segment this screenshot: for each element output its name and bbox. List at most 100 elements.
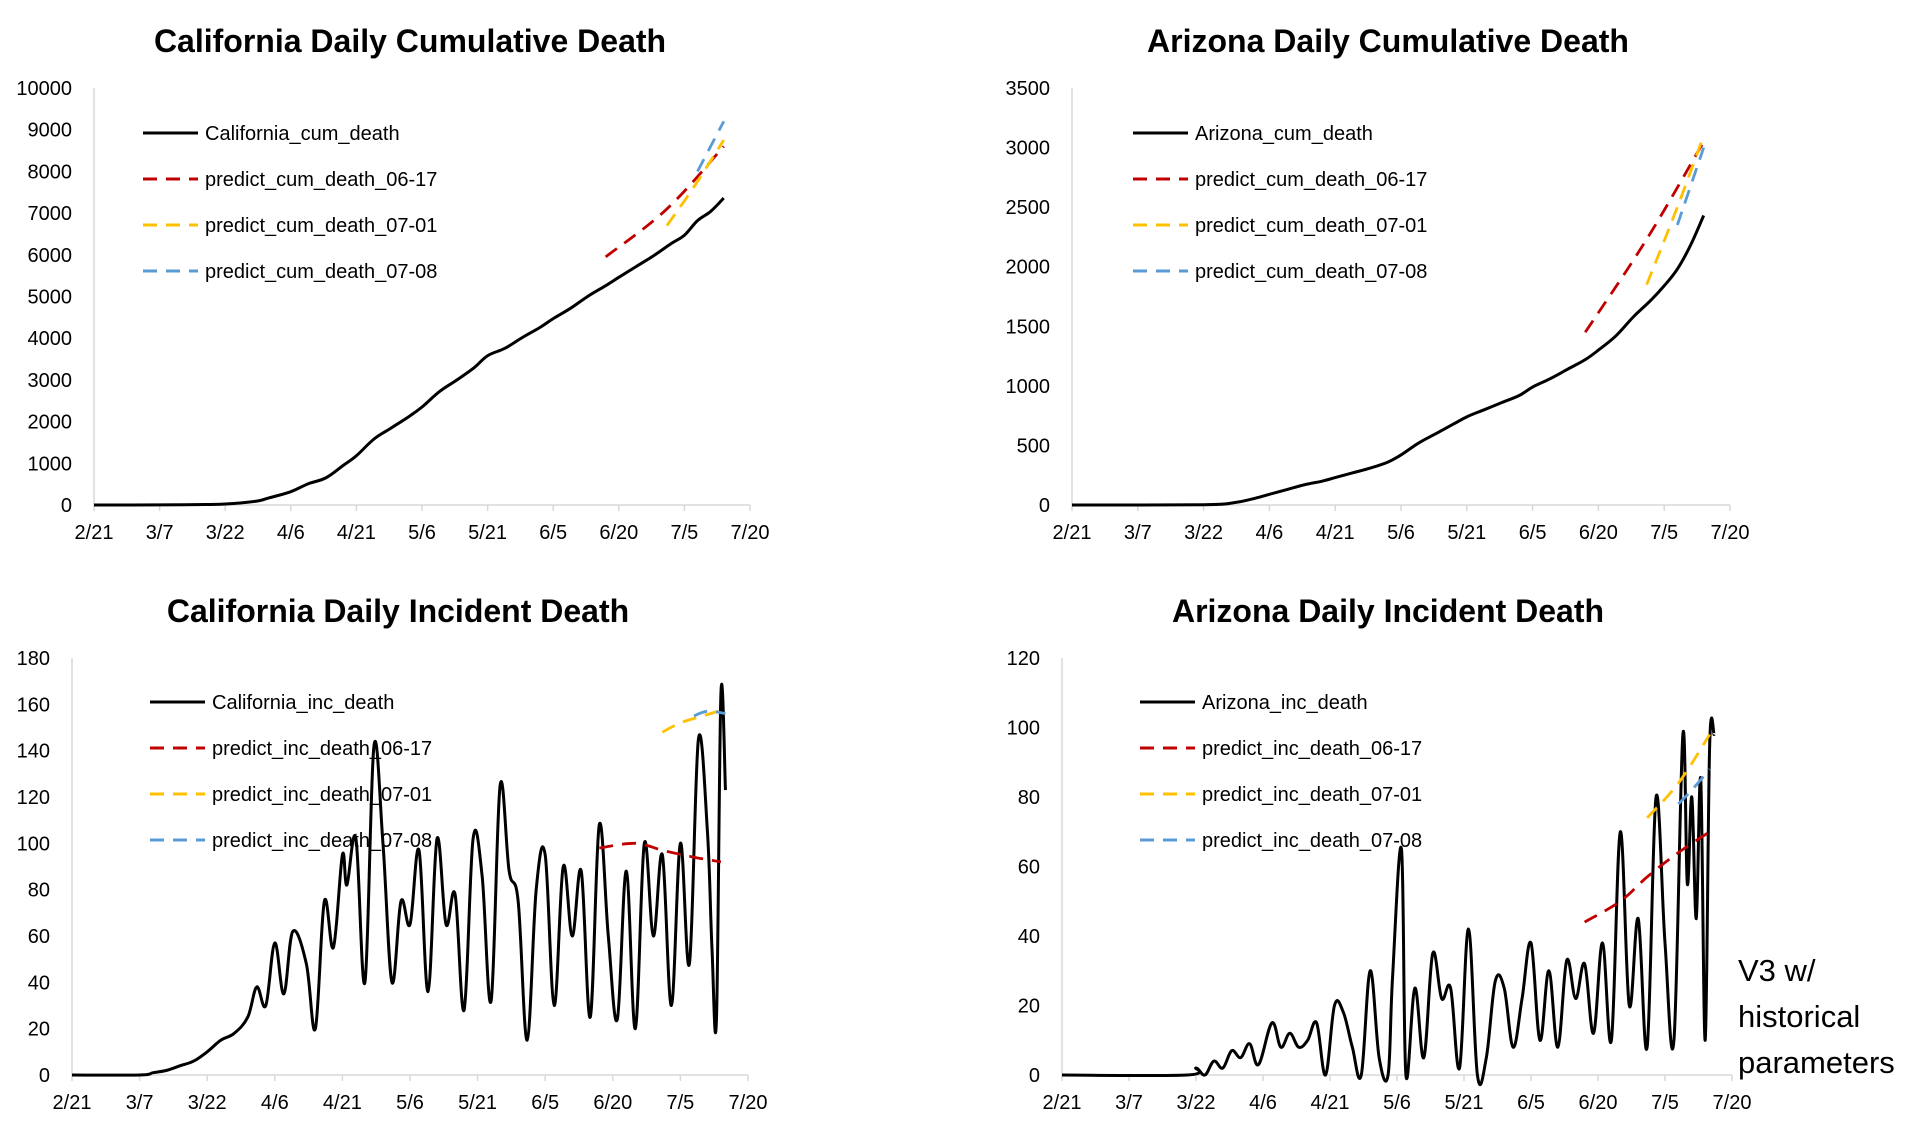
x-tick-label: 3/7	[1115, 1092, 1143, 1114]
y-tick-label: 20	[1018, 996, 1040, 1018]
chart-legend: Arizona_cum_death predict_cum_death_06-17…	[1133, 123, 1427, 283]
legend-label: predict_cum_death_07-01	[205, 215, 437, 237]
series-line-predict-inc-death-06-17	[599, 841, 722, 864]
legend-label: predict_cum_death_07-08	[205, 261, 437, 283]
legend-label: California_inc_death	[212, 692, 394, 714]
chart-legend: California_cum_death predict_cum_death_06…	[143, 123, 437, 283]
x-tick-label: 4/6	[277, 522, 305, 544]
x-tick-label: 2/21	[1053, 522, 1092, 544]
y-tick-label: 2000	[28, 412, 73, 434]
series-line-arizona-inc-death	[1061, 716, 1716, 1087]
legend-label: predict_cum_death_06-17	[1195, 169, 1427, 191]
y-tick-label: 0	[61, 495, 72, 517]
x-tick-label: 6/5	[531, 1092, 559, 1114]
y-tick-label: 120	[17, 787, 50, 809]
x-tick-label: 7/20	[1713, 1092, 1752, 1114]
x-tick-label: 6/5	[539, 522, 567, 544]
series-line-predict-cum-death-07-08	[1676, 147, 1706, 226]
x-tick-label: 4/6	[1255, 522, 1283, 544]
y-tick-label: 3000	[28, 370, 73, 392]
x-tick-label: 6/20	[593, 1092, 632, 1114]
y-tick-label: 0	[39, 1065, 50, 1087]
y-tick-label: 3500	[1006, 78, 1051, 100]
y-tick-label: 40	[28, 972, 50, 994]
series-line-predict-cum-death-07-01	[665, 139, 725, 227]
legend-label: predict_cum_death_06-17	[205, 169, 437, 191]
legend-label: predict_inc_death_07-01	[1202, 784, 1422, 806]
chart-arizona-daily-incident-death: Arizona Daily Incident Death 0 20 40 60 80 100…	[1007, 593, 1752, 1114]
y-tick-label: 2000	[1006, 257, 1051, 279]
x-tick-label: 3/7	[1124, 522, 1152, 544]
chart-title: Arizona Daily Cumulative Death	[1147, 23, 1629, 59]
x-tick-label: 4/6	[1249, 1092, 1277, 1114]
y-tick-label: 100	[17, 833, 50, 855]
y-tick-label: 0	[1039, 495, 1050, 517]
legend-label: predict_inc_death_07-08	[212, 830, 432, 852]
x-tick-label: 7/5	[1651, 1092, 1679, 1114]
y-tick-label: 180	[17, 648, 50, 670]
x-tick-label: 4/21	[1316, 522, 1355, 544]
chart-title: Arizona Daily Incident Death	[1172, 593, 1604, 629]
chart-title: California Daily Incident Death	[167, 593, 629, 629]
x-tick-label: 6/20	[1579, 1092, 1618, 1114]
x-tick-label: 7/5	[1650, 522, 1678, 544]
x-tick-label: 3/7	[146, 522, 174, 544]
y-tick-label: 20	[28, 1019, 50, 1041]
series-line-predict-cum-death-07-01	[1645, 135, 1705, 286]
x-tick-label: 7/5	[666, 1092, 694, 1114]
y-tick-label: 1000	[28, 453, 73, 475]
x-tick-label: 4/21	[337, 522, 376, 544]
x-tick-label: 3/22	[1184, 522, 1223, 544]
chart-legend: California_inc_death predict_inc_death_06…	[150, 692, 432, 852]
x-tick-label: 2/21	[75, 522, 114, 544]
series-line-california-cum-death	[93, 197, 725, 507]
x-tick-label: 5/6	[1383, 1092, 1411, 1114]
x-tick-label: 5/21	[1445, 1092, 1484, 1114]
x-tick-label: 4/6	[261, 1092, 289, 1114]
series-line-predict-cum-death-06-17	[1584, 140, 1705, 334]
y-tick-label: 6000	[28, 245, 73, 267]
y-tick-label: 2500	[1006, 197, 1051, 219]
x-tick-label: 3/22	[188, 1092, 227, 1114]
y-tick-label: 7000	[28, 203, 73, 225]
x-tick-label: 6/20	[1579, 522, 1618, 544]
legend-label: predict_cum_death_07-08	[1195, 261, 1427, 283]
y-tick-label: 500	[1017, 435, 1050, 457]
x-tick-label: 6/20	[599, 522, 638, 544]
y-tick-label: 9000	[28, 120, 73, 142]
legend-label: Arizona_cum_death	[1195, 123, 1373, 145]
series-line-predict-inc-death-07-08	[693, 709, 726, 718]
y-tick-label: 60	[28, 926, 50, 948]
y-tick-label: 0	[1029, 1065, 1040, 1087]
x-tick-label: 6/5	[1519, 522, 1547, 544]
series-line-predict-inc-death-06-17	[1583, 830, 1711, 924]
x-tick-label: 3/22	[206, 522, 245, 544]
y-tick-label: 5000	[28, 287, 73, 309]
y-tick-label: 10000	[16, 78, 72, 100]
x-tick-label: 2/21	[53, 1092, 92, 1114]
y-tick-label: 160	[17, 694, 50, 716]
chart-arizona-daily-cumulative-death: Arizona Daily Cumulative Death 0 500 1000 15…	[1006, 23, 1750, 544]
legend-label: predict_inc_death_07-08	[1202, 830, 1422, 852]
series-line-predict-inc-death-07-01	[1646, 733, 1711, 819]
series-line-predict-inc-death-07-01	[661, 707, 726, 734]
y-tick-label: 80	[1018, 787, 1040, 809]
x-tick-label: 4/21	[323, 1092, 362, 1114]
y-tick-label: 3000	[1006, 138, 1051, 160]
series-line-predict-cum-death-06-17	[604, 145, 725, 258]
legend-label: predict_inc_death_06-17	[1202, 738, 1422, 760]
x-tick-label: 5/21	[458, 1092, 497, 1114]
x-tick-label: 5/21	[468, 522, 507, 544]
chart-california-daily-incident-death: California Daily Incident Death 0 20 40 60 80…	[17, 593, 768, 1114]
x-tick-label: 7/20	[1711, 522, 1750, 544]
y-tick-label: 1500	[1006, 316, 1051, 338]
chart-california-daily-cumulative-death: California Daily Cumulative Death 0 1000 20…	[16, 23, 769, 544]
x-tick-label: 5/21	[1447, 522, 1486, 544]
x-tick-label: 7/20	[729, 1092, 768, 1114]
y-tick-label: 1000	[1006, 376, 1051, 398]
legend-label: predict_cum_death_07-01	[1195, 215, 1427, 237]
series-line-predict-inc-death-07-08	[1677, 768, 1711, 805]
y-tick-label: 8000	[28, 161, 73, 183]
